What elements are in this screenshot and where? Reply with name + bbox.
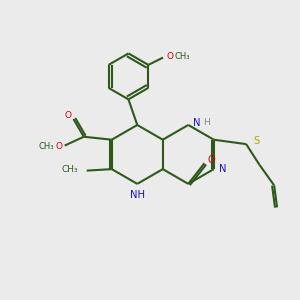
Text: N: N	[219, 164, 226, 174]
Text: H: H	[204, 118, 210, 127]
Text: S: S	[254, 136, 260, 146]
Text: O: O	[207, 155, 215, 165]
Text: O: O	[64, 111, 71, 120]
Text: N: N	[193, 118, 201, 128]
Text: O: O	[166, 52, 173, 61]
Text: NH: NH	[130, 190, 145, 200]
Text: CH₃: CH₃	[174, 52, 190, 61]
Text: CH₃: CH₃	[39, 142, 54, 151]
Text: CH₃: CH₃	[62, 165, 79, 174]
Text: O: O	[55, 142, 62, 151]
